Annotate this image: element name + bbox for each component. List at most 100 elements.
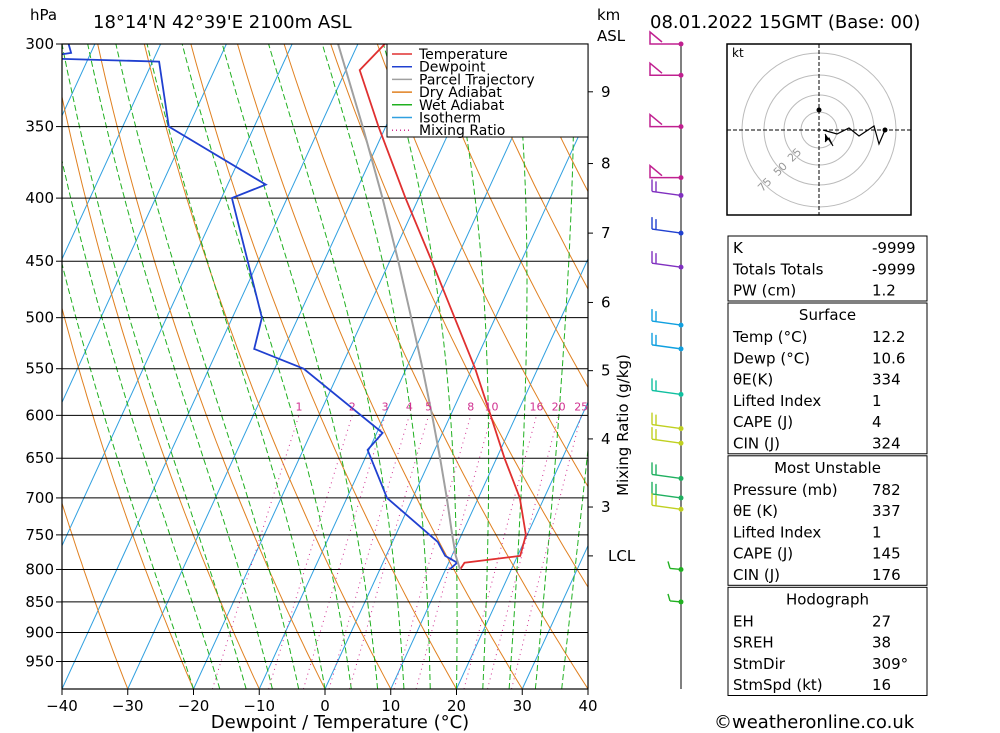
isotherm-line (127, 44, 425, 689)
wind-barb (651, 427, 682, 444)
dry-adiabat-line (936, 44, 1000, 689)
mixing-ratio-label: 25 (574, 400, 588, 413)
mixing-ratio-line (211, 415, 300, 689)
lcl-label: LCL (608, 547, 636, 565)
pressure-label: 900 (25, 624, 54, 642)
mixing-ratio-label: 16 (530, 400, 544, 413)
isotherm-line (456, 401, 588, 689)
temperature-tick-label: 20 (447, 697, 466, 715)
wet-adiabat-line (449, 44, 490, 689)
isotherm-line (324, 114, 588, 689)
mixing-ratio-label: 4 (406, 400, 413, 413)
wet-adiabat-line (321, 44, 431, 689)
table-row-label: Totals Totals (732, 260, 824, 278)
temperature-tick-label: −30 (112, 697, 144, 715)
pressure-label: 550 (25, 360, 54, 378)
wind-barb (651, 481, 682, 499)
mixing-ratio-line (393, 415, 472, 689)
legend-label: Parcel Trajectory (419, 72, 535, 88)
wind-profile (649, 30, 684, 689)
mixing-ratio-label: 1 (295, 400, 302, 413)
wet-adiabat-line (534, 44, 575, 689)
table-row-label: CIN (J) (733, 435, 780, 453)
km-label: 9 (601, 83, 611, 101)
mixing-ratio-label: 5 (425, 400, 432, 413)
wind-barb (649, 30, 681, 45)
unit-km-label: km (597, 6, 620, 24)
table-row-value: 4 (872, 413, 882, 431)
table-section-title: Hodograph (786, 590, 869, 608)
wet-adiabat-line (62, 158, 221, 689)
wet-adiabat-line (268, 44, 405, 689)
table-row-label: EH (733, 612, 754, 630)
pressure-label: 750 (25, 526, 54, 544)
dewpoint-profile (62, 44, 459, 571)
plot-background-lines (62, 44, 1000, 689)
table-section-title: Most Unstable (774, 459, 881, 477)
hodograph-unit-label: kt (732, 46, 744, 60)
pressure-label: 400 (25, 189, 54, 207)
table-row-label: CAPE (J) (733, 413, 793, 431)
table-row-value: 145 (872, 545, 901, 563)
isotherm-line (62, 44, 359, 689)
indices-tables: K -9999 Totals Totals -9999 PW (cm) 1.2 Surfac… (727, 235, 928, 696)
wet-adiabat-line (382, 44, 458, 689)
pressure-label: 500 (25, 309, 54, 327)
temperature-profile (358, 44, 527, 570)
wind-barb (667, 561, 682, 571)
legend-label: Isotherm (419, 111, 481, 127)
datetime-title: 08.01.2022 15GMT (Base: 00) (650, 12, 920, 33)
wet-adiabat-line (87, 44, 273, 689)
pressure-label: 700 (25, 489, 54, 507)
table-row-value: -9999 (872, 239, 916, 257)
plot-frame (61, 43, 589, 690)
dry-adiabat-line (283, 44, 588, 689)
mixing-ratio-labels: 1 2 3 4 5 8 10 16 20 25 (295, 400, 588, 413)
hodograph-point (882, 127, 888, 133)
table-row-value: 324 (872, 435, 901, 453)
mixing-ratio-line (415, 415, 492, 689)
unit-hpa-label: hPa (30, 6, 57, 24)
plot-profiles (62, 44, 527, 571)
wind-barb (651, 378, 682, 396)
table-section-title: Surface (799, 306, 856, 324)
dry-adiabat-line (237, 44, 523, 689)
isotherm-line (62, 44, 162, 261)
dry-adiabat-line (470, 44, 588, 290)
table-row-value: 334 (872, 371, 901, 389)
legend-box (386, 43, 589, 138)
legend-label: Mixing Ratio (419, 123, 505, 139)
pressure-label: 650 (25, 449, 54, 467)
km-label: 5 (601, 362, 611, 380)
wet-adiabat-line (561, 444, 588, 689)
temperature-axis: −40 −30 −20 −10 0 10 20 30 40 (46, 689, 598, 715)
wind-barb (651, 462, 682, 480)
isotherm-line (521, 544, 588, 689)
table-row-value: 1 (872, 392, 882, 410)
table-row-value: 337 (872, 502, 901, 520)
wet-adiabat-line (508, 44, 528, 689)
table-row-value: 1 (872, 523, 882, 541)
hodograph-point (816, 107, 822, 113)
table-row-label: CIN (J) (733, 566, 780, 584)
wind-barb (651, 309, 682, 326)
hodograph-indices-box (727, 586, 928, 696)
temperature-tick-label: 10 (381, 697, 400, 715)
wind-barb (649, 164, 681, 179)
table-row-value: 12.2 (872, 328, 905, 346)
temperature-tick-label: −20 (178, 697, 210, 715)
parcel-trajectory-profile (337, 44, 462, 570)
wind-barb (651, 251, 682, 268)
table-row-label: StmSpd (kt) (733, 676, 823, 694)
wind-barb (651, 412, 682, 430)
table-row-label: K (733, 239, 744, 257)
most-unstable-box (727, 455, 928, 586)
legend-label: Dewpoint (419, 60, 486, 76)
wind-barb (649, 112, 681, 128)
km-label: 8 (601, 155, 611, 173)
pressure-axis: 300 350 400 450 500 550 600 650 700 750 800 850 900 9… (25, 35, 62, 671)
dry-adiabat-line (376, 44, 588, 488)
